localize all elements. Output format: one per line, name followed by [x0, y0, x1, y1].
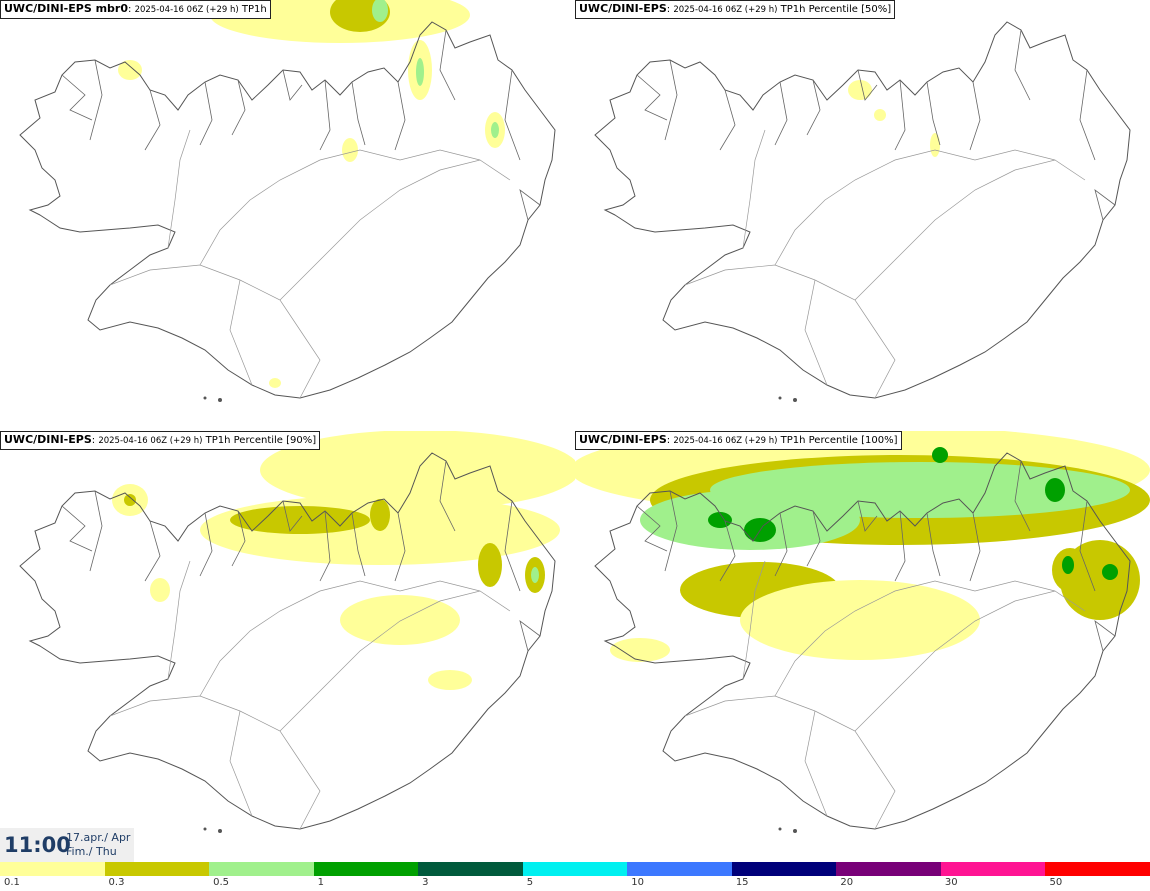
- islands: [203, 396, 222, 402]
- precip-area: [428, 670, 472, 690]
- precip-area: [932, 447, 948, 463]
- precip-area: [610, 638, 670, 662]
- colorbar-segment: [104, 862, 210, 876]
- precip-area: [848, 80, 872, 100]
- valid-day: 17.apr./ Apr Fim./ Thu: [66, 831, 130, 859]
- fjord-details: [636, 460, 1116, 652]
- precip-area: [930, 133, 940, 157]
- map-panel-p100: UWC/DINI-EPS: 2025-04-16 06Z (+29 h) TP1…: [575, 431, 1150, 861]
- colorbar-segment: [313, 862, 419, 876]
- panel-title: UWC/DINI-EPS: 2025-04-16 06Z (+29 h) TP1…: [575, 431, 902, 450]
- colorbar-segment: [1045, 862, 1150, 876]
- precip-field: [112, 431, 575, 690]
- colorbar-tick-label: 15: [735, 877, 749, 888]
- panel-model-name: UWC/DINI-EPS: [579, 433, 667, 446]
- map-panel-mbr0: UWC/DINI-EPS mbr0: 2025-04-16 06Z (+29 h…: [0, 0, 575, 430]
- precip-area: [260, 431, 575, 510]
- precip-area: [531, 567, 539, 583]
- panel-model-name: UWC/DINI-EPS: [579, 2, 667, 15]
- precip-area: [342, 138, 358, 162]
- panel-variable: TP1h Percentile [50%]: [780, 4, 892, 15]
- precip-area: [1045, 478, 1065, 502]
- road-network: [109, 129, 511, 399]
- valid-weekday-line: Fim./ Thu: [66, 845, 117, 858]
- islands: [778, 396, 797, 402]
- panel-run-time: 2025-04-16 06Z (+29 h): [673, 5, 778, 15]
- precip-area: [478, 543, 502, 587]
- fjord-details: [636, 29, 1116, 221]
- islands: [778, 827, 797, 833]
- panel-variable: TP1h Percentile [100%]: [780, 435, 898, 446]
- panel-model-name: UWC/DINI-EPS mbr0: [4, 2, 128, 15]
- precip-area: [1102, 564, 1118, 580]
- precip-area: [416, 58, 424, 86]
- precip-area: [491, 122, 499, 138]
- precip-area: [230, 506, 370, 534]
- precip-colorbar: [0, 862, 1150, 876]
- colorbar-segment: [627, 862, 732, 876]
- colorbar-tick-label: 0.3: [108, 877, 125, 888]
- colorbar-tick-label: 30: [944, 877, 958, 888]
- iceland-coastline: [19, 452, 556, 830]
- precip-field: [118, 0, 505, 388]
- colorbar-segment: [940, 862, 1046, 876]
- valid-date-line: 17.apr./ Apr: [66, 831, 131, 844]
- colorbar-segment: [209, 862, 314, 876]
- map-canvas: [19, 431, 575, 833]
- colorbar-tick-label: 10: [631, 877, 644, 888]
- colorbar-tick-labels: 0.1 0.3 0.5 1 3 5 10 15 20 30 50: [0, 877, 1150, 890]
- map-panel-p50: UWC/DINI-EPS: 2025-04-16 06Z (+29 h) TP1…: [575, 0, 1150, 430]
- road-network: [109, 560, 511, 830]
- panel-variable: TP1h: [241, 4, 267, 15]
- colorbar-segment: [418, 862, 523, 876]
- valid-clock: 11:00: [4, 833, 71, 857]
- colorbar-tick-label: 0.5: [213, 877, 229, 888]
- islands: [203, 827, 222, 833]
- panel-run-time: 2025-04-16 06Z (+29 h): [98, 436, 203, 446]
- colorbar-segment: [836, 862, 941, 876]
- colorbar-tick-label: 20: [840, 877, 854, 888]
- precip-area: [370, 499, 390, 531]
- fjord-details: [61, 29, 541, 221]
- road-network: [684, 560, 1086, 830]
- precip-area: [372, 0, 388, 22]
- valid-time-box: 11:00 17.apr./ Apr Fim./ Thu: [0, 828, 134, 862]
- colorbar-tick-label: 0.1: [4, 877, 20, 888]
- colorbar-segment: [731, 862, 837, 876]
- precip-area: [640, 490, 860, 550]
- map-canvas: [594, 21, 1131, 402]
- colorbar-tick-label: 1: [317, 877, 324, 888]
- colorbar-tick-label: 5: [526, 877, 534, 888]
- colorbar-tick-label: 3: [422, 877, 429, 888]
- colorbar-tick-label: 50: [1049, 877, 1063, 888]
- panel-title: UWC/DINI-EPS mbr0: 2025-04-16 06Z (+29 h…: [0, 0, 271, 19]
- fjord-details: [61, 460, 541, 652]
- colorbar-segment: [522, 862, 628, 876]
- panel-run-time: 2025-04-16 06Z (+29 h): [673, 436, 778, 446]
- iceland-coastline: [594, 21, 1131, 399]
- panel-title: UWC/DINI-EPS: 2025-04-16 06Z (+29 h) TP1…: [575, 0, 896, 19]
- iceland-coastline: [594, 452, 1131, 830]
- road-network: [684, 129, 1086, 399]
- precip-area: [740, 580, 980, 660]
- panel-run-time: 2025-04-16 06Z (+29 h): [134, 5, 239, 15]
- colorbar-segment: [0, 862, 105, 876]
- precip-area: [124, 494, 136, 506]
- panel-model-name: UWC/DINI-EPS: [4, 433, 92, 446]
- precip-field: [575, 431, 1150, 662]
- precip-area: [150, 578, 170, 602]
- map-canvas: [575, 431, 1150, 833]
- panel-title: UWC/DINI-EPS: 2025-04-16 06Z (+29 h) TP1…: [0, 431, 321, 450]
- precip-area: [1062, 556, 1074, 574]
- precip-area: [340, 595, 460, 645]
- precip-area: [118, 60, 142, 80]
- precip-area: [269, 378, 281, 388]
- map-canvas: [19, 0, 556, 402]
- panel-variable: TP1h Percentile [90%]: [205, 435, 317, 446]
- map-panel-p90: UWC/DINI-EPS: 2025-04-16 06Z (+29 h) TP1…: [0, 431, 575, 861]
- precip-field: [848, 80, 940, 157]
- precip-area: [874, 109, 886, 121]
- iceland-coastline: [19, 21, 556, 399]
